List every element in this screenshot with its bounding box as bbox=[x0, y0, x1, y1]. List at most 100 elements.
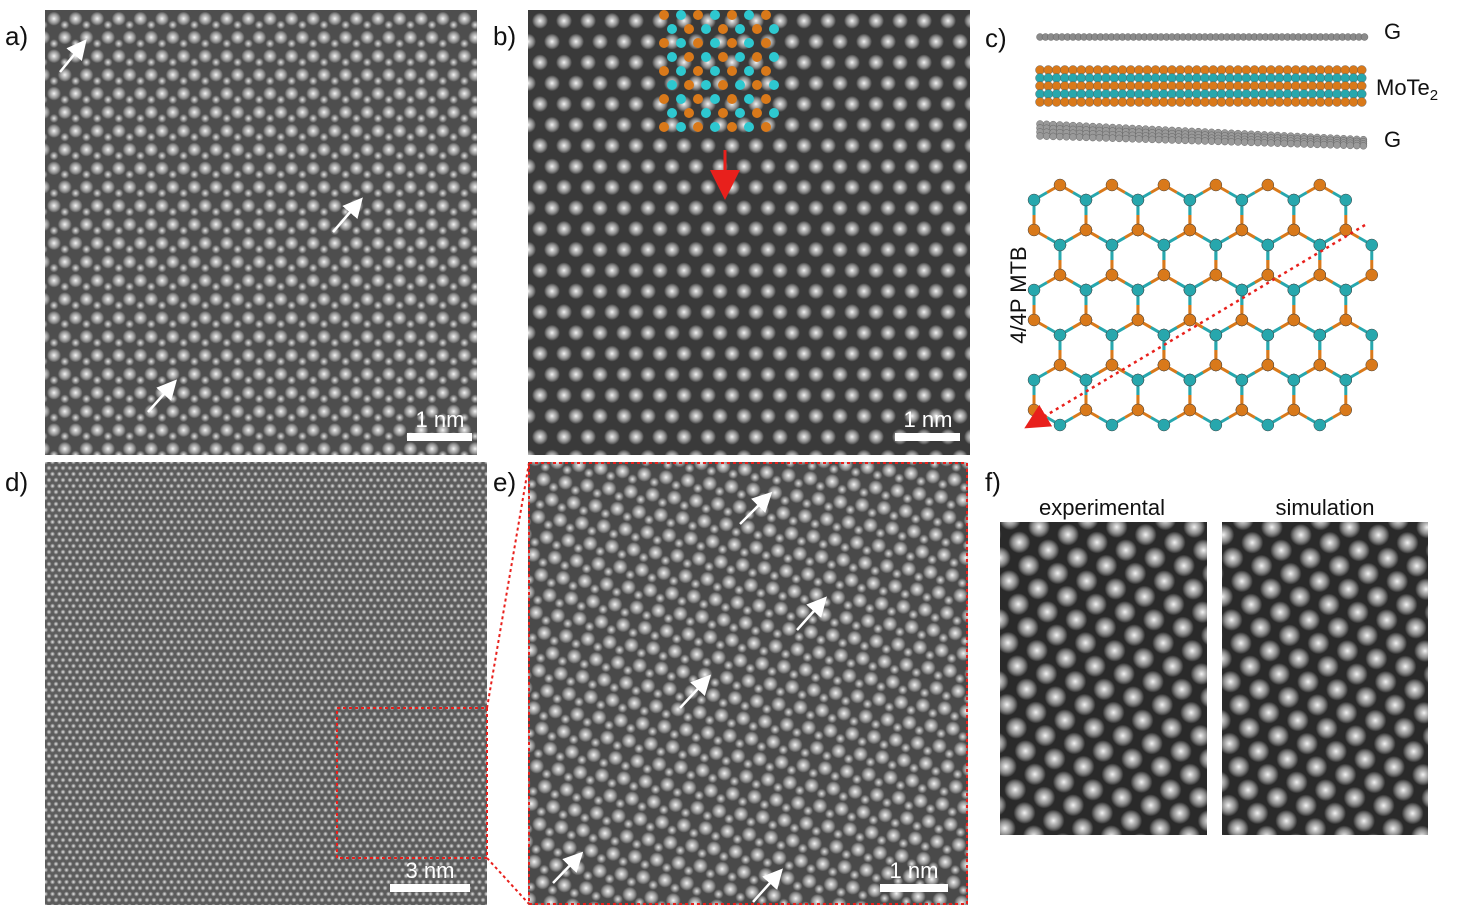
atom bbox=[1313, 178, 1327, 192]
panel-label: d) bbox=[5, 467, 28, 497]
atom bbox=[1105, 328, 1119, 342]
atom bbox=[769, 80, 779, 90]
atom bbox=[1126, 81, 1136, 91]
panel-label: f) bbox=[985, 467, 1001, 497]
atom bbox=[1208, 65, 1218, 75]
atom bbox=[1075, 133, 1084, 141]
atom bbox=[1225, 73, 1235, 83]
atom bbox=[1240, 138, 1249, 146]
atom bbox=[1274, 81, 1284, 91]
atom bbox=[1043, 97, 1053, 107]
atom bbox=[1076, 97, 1086, 107]
atom bbox=[1315, 65, 1326, 75]
atom bbox=[1266, 73, 1276, 83]
atom bbox=[710, 10, 720, 20]
atom bbox=[735, 24, 745, 34]
atom bbox=[1324, 89, 1334, 99]
atom bbox=[1122, 134, 1130, 143]
scale-label: 1 nm bbox=[416, 407, 465, 432]
atom bbox=[1313, 418, 1327, 432]
atom bbox=[1249, 81, 1260, 91]
atom bbox=[1221, 137, 1229, 146]
atom bbox=[1183, 89, 1194, 99]
atom bbox=[1175, 81, 1185, 91]
atom bbox=[1159, 81, 1169, 91]
atom bbox=[1027, 313, 1041, 327]
atom bbox=[1233, 65, 1243, 75]
atom bbox=[1315, 81, 1326, 91]
atom bbox=[1076, 73, 1086, 83]
atom bbox=[1299, 65, 1309, 75]
atom bbox=[1093, 65, 1103, 75]
atom bbox=[1117, 65, 1128, 75]
atom bbox=[1348, 65, 1359, 75]
atom bbox=[1084, 81, 1095, 91]
atom bbox=[1274, 65, 1284, 75]
atom bbox=[1051, 81, 1062, 91]
atom bbox=[1340, 97, 1350, 107]
atom bbox=[1117, 89, 1128, 99]
atom bbox=[744, 122, 754, 132]
atom bbox=[1282, 97, 1293, 107]
atom bbox=[1339, 193, 1353, 207]
atom bbox=[1315, 97, 1326, 107]
atom bbox=[1365, 238, 1379, 252]
atom bbox=[1115, 134, 1123, 143]
atom bbox=[1258, 97, 1268, 107]
atom bbox=[1134, 81, 1144, 91]
atom bbox=[1326, 141, 1335, 149]
atom bbox=[1068, 65, 1078, 75]
atom bbox=[1307, 97, 1317, 107]
atom bbox=[1313, 268, 1327, 282]
atom bbox=[1247, 138, 1255, 147]
atom bbox=[1324, 65, 1334, 75]
atom bbox=[1079, 283, 1093, 297]
atom bbox=[1287, 139, 1295, 148]
atom bbox=[1157, 328, 1171, 342]
atom bbox=[1208, 97, 1218, 107]
arrow bbox=[679, 674, 712, 709]
atom bbox=[735, 108, 745, 118]
atom bbox=[1043, 65, 1053, 75]
atom bbox=[1126, 97, 1136, 107]
atom bbox=[752, 52, 762, 62]
atom bbox=[1315, 89, 1326, 99]
atom bbox=[1101, 81, 1111, 91]
atom bbox=[684, 52, 694, 62]
atom bbox=[1258, 65, 1268, 75]
panel-label: a) bbox=[5, 21, 28, 51]
atom bbox=[1340, 89, 1350, 99]
atom bbox=[1200, 81, 1210, 91]
atom bbox=[1043, 73, 1053, 83]
atom bbox=[1324, 81, 1334, 91]
atom bbox=[1109, 65, 1119, 75]
atom bbox=[1042, 132, 1051, 140]
atom bbox=[1225, 81, 1235, 91]
atom bbox=[1068, 73, 1078, 83]
atom bbox=[710, 94, 720, 104]
atom bbox=[1183, 65, 1194, 75]
atom bbox=[735, 80, 745, 90]
atom bbox=[676, 94, 686, 104]
atom bbox=[1266, 97, 1276, 107]
atom bbox=[1079, 403, 1093, 417]
atom bbox=[1266, 89, 1276, 99]
atom bbox=[1181, 136, 1189, 145]
atom bbox=[1102, 134, 1110, 142]
atom bbox=[1108, 134, 1117, 142]
atom bbox=[1357, 97, 1367, 107]
atom bbox=[1261, 238, 1275, 252]
atom bbox=[744, 94, 754, 104]
atom bbox=[1105, 178, 1119, 192]
image-d bbox=[45, 462, 487, 905]
atom bbox=[1126, 65, 1136, 75]
atom bbox=[1142, 81, 1152, 91]
atom bbox=[1293, 140, 1302, 148]
atom bbox=[1167, 65, 1177, 75]
atom bbox=[1340, 65, 1350, 75]
atom bbox=[1082, 133, 1090, 142]
arrow bbox=[332, 197, 363, 233]
atom bbox=[1157, 268, 1171, 282]
atom bbox=[718, 80, 728, 90]
atom bbox=[1093, 81, 1103, 91]
